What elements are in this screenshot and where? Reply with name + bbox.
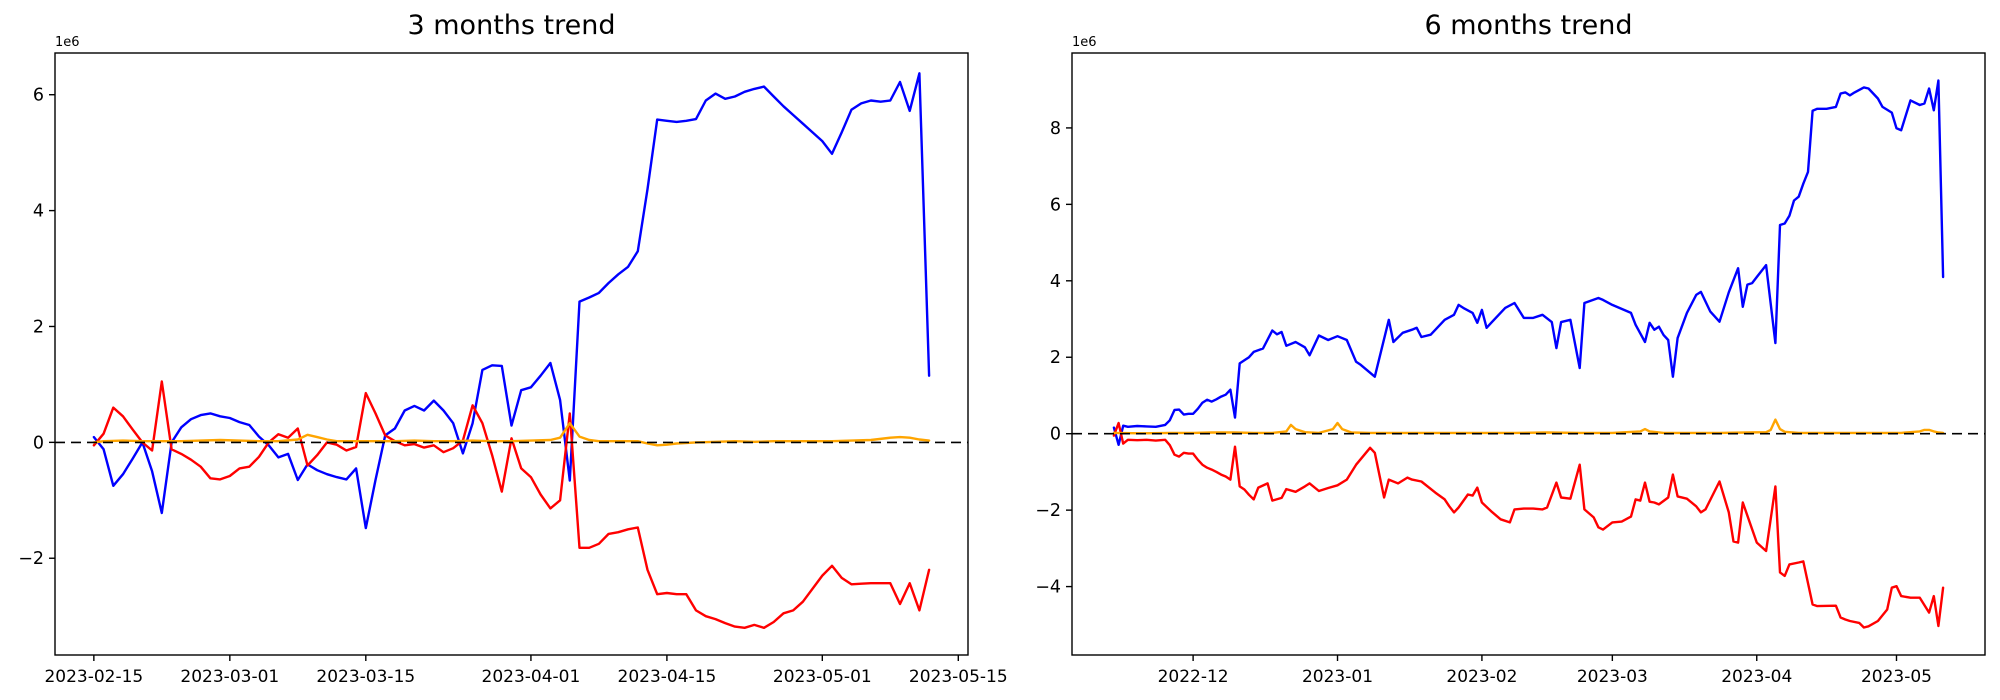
x-tick-label: 2023-05 — [1861, 667, 1932, 687]
chart-6-months: −4 −2 0 2 4 6 8 2022-12 2023-01 2023-02 2023-03 202… — [1035, 35, 1986, 687]
axis-offset-label: 1e6 — [55, 35, 80, 50]
x-tick-label: 2023-02 — [1446, 667, 1517, 687]
y-tick-label: 0 — [33, 433, 44, 453]
chart-title-3-months: 3 months trend — [407, 10, 616, 41]
x-tick-label: 2023-05-01 — [773, 667, 872, 687]
axes-spines — [54, 52, 969, 656]
x-tick-label: 2023-03 — [1577, 667, 1648, 687]
x-tick-label: 2023-04-15 — [618, 667, 717, 687]
x-tick-label: 2023-03-15 — [316, 667, 415, 687]
x-tick-label: 2023-04-01 — [482, 667, 581, 687]
y-tick-label: 4 — [33, 202, 44, 222]
x-tick-label: 2023-02-15 — [44, 667, 143, 687]
y-tick-label: 6 — [33, 86, 44, 106]
y-tick-label: −2 — [1035, 501, 1061, 521]
y-tick-label: 2 — [33, 317, 44, 337]
series-neutral-trend — [1112, 418, 1945, 435]
y-tick-label: 6 — [1050, 195, 1061, 215]
chart-3-months: −2 0 2 4 6 2023-02-15 2023-03-01 2023-03-15 2023… — [18, 35, 1007, 687]
y-tick-label: 2 — [1050, 348, 1061, 368]
x-tick-label: 2023-04 — [1721, 667, 1792, 687]
series-positive-trend — [92, 72, 931, 530]
series-negative-trend — [92, 380, 931, 629]
x-tick-label: 2023-01 — [1302, 667, 1373, 687]
y-tick-label: −2 — [18, 549, 44, 569]
axis-offset-label: 1e6 — [1072, 35, 1097, 50]
chart-title-6-months: 6 months trend — [1424, 10, 1633, 41]
y-tick-label: 8 — [1050, 119, 1061, 139]
x-tick-label: 2022-12 — [1158, 667, 1229, 687]
series-positive-trend — [1112, 79, 1945, 446]
series-negative-trend — [1112, 421, 1945, 629]
series-neutral-trend — [92, 422, 931, 447]
axes-spines — [1071, 52, 1986, 656]
x-tick-label: 2023-05-15 — [909, 667, 1008, 687]
x-tick-label: 2023-03-01 — [180, 667, 279, 687]
y-tick-label: 4 — [1050, 272, 1061, 292]
y-tick-label: 0 — [1050, 425, 1061, 445]
y-tick-label: −4 — [1035, 578, 1061, 598]
